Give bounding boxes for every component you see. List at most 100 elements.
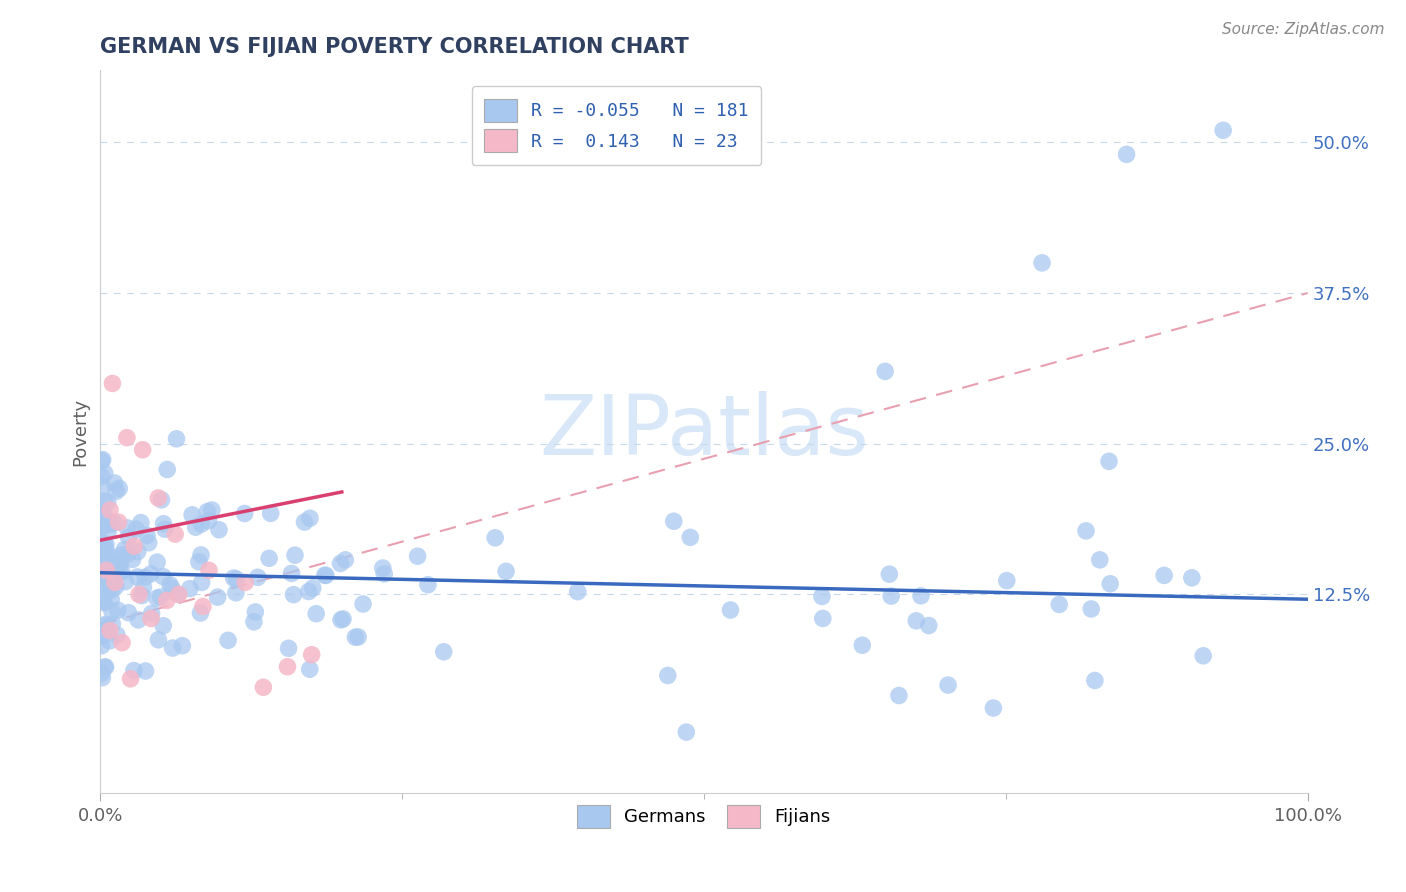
Point — [165, 527, 187, 541]
Point — [90, 549, 112, 563]
Point — [495, 565, 517, 579]
Point — [139, 566, 162, 581]
Point — [315, 568, 337, 582]
Point — [96, 563, 118, 577]
Point — [167, 587, 190, 601]
Point — [245, 605, 267, 619]
Point — [127, 544, 149, 558]
Point — [225, 586, 247, 600]
Point — [93, 537, 115, 551]
Point — [131, 442, 153, 457]
Point — [108, 482, 131, 496]
Point — [104, 579, 127, 593]
Point — [93, 466, 115, 480]
Point — [880, 589, 903, 603]
Point — [122, 539, 145, 553]
Point — [335, 553, 357, 567]
Point — [103, 516, 125, 530]
Point — [111, 548, 134, 562]
Point — [190, 516, 212, 531]
Point — [101, 616, 124, 631]
Point — [94, 660, 117, 674]
Point — [91, 629, 114, 643]
Point — [90, 504, 112, 518]
Point — [190, 548, 212, 562]
Point — [97, 556, 120, 570]
Point — [166, 587, 188, 601]
Point — [675, 725, 697, 739]
Point — [162, 640, 184, 655]
Point — [107, 515, 129, 529]
Point — [139, 611, 162, 625]
Point — [720, 603, 742, 617]
Point — [90, 558, 112, 572]
Point — [257, 551, 280, 566]
Point — [195, 504, 218, 518]
Point — [1031, 256, 1053, 270]
Point — [298, 662, 321, 676]
Point — [1088, 553, 1111, 567]
Point — [305, 607, 328, 621]
Point — [294, 515, 316, 529]
Point — [811, 590, 834, 604]
Point — [93, 660, 115, 674]
Point — [181, 508, 204, 522]
Point — [117, 606, 139, 620]
Point — [298, 511, 321, 525]
Point — [128, 587, 150, 601]
Point — [93, 596, 115, 610]
Point — [159, 578, 181, 592]
Point — [90, 454, 112, 468]
Point — [125, 522, 148, 536]
Point — [100, 592, 122, 607]
Point — [101, 582, 124, 597]
Point — [110, 558, 132, 572]
Point — [995, 574, 1018, 588]
Point — [117, 530, 139, 544]
Point — [111, 565, 134, 579]
Point — [90, 556, 112, 570]
Point — [104, 575, 127, 590]
Y-axis label: Poverty: Poverty — [72, 398, 89, 466]
Point — [152, 569, 174, 583]
Point — [190, 606, 212, 620]
Point — [93, 595, 115, 609]
Point — [97, 525, 120, 540]
Point — [918, 618, 941, 632]
Point — [148, 491, 170, 505]
Point — [91, 480, 114, 494]
Point — [679, 530, 702, 544]
Point — [97, 495, 120, 509]
Point — [879, 567, 901, 582]
Point — [1192, 648, 1215, 663]
Point — [352, 597, 374, 611]
Point — [153, 522, 176, 536]
Point — [98, 633, 121, 648]
Point — [91, 452, 114, 467]
Point — [197, 514, 219, 528]
Point — [1047, 598, 1070, 612]
Point — [117, 521, 139, 535]
Point — [567, 584, 589, 599]
Point — [90, 561, 112, 575]
Point — [90, 666, 112, 681]
Point — [252, 680, 274, 694]
Point — [91, 505, 114, 519]
Point — [187, 555, 209, 569]
Point — [172, 639, 194, 653]
Point — [120, 672, 142, 686]
Point — [105, 555, 128, 569]
Point — [91, 537, 114, 551]
Point — [105, 628, 128, 642]
Point — [91, 507, 114, 521]
Point — [1098, 454, 1121, 468]
Point — [332, 612, 354, 626]
Point — [96, 585, 118, 599]
Point — [132, 580, 155, 594]
Point — [243, 615, 266, 629]
Point — [225, 572, 247, 586]
Point — [276, 659, 298, 673]
Point — [146, 591, 169, 606]
Point — [936, 678, 959, 692]
Point — [90, 535, 112, 549]
